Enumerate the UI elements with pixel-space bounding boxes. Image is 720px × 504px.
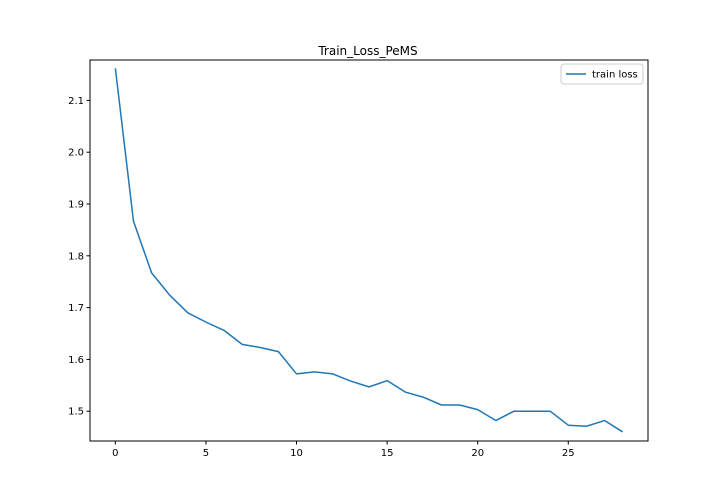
legend-label: train loss (592, 70, 638, 81)
x-tick-label: 25 (562, 448, 575, 459)
y-tick-label: 1.9 (68, 200, 84, 211)
y-tick-label: 2.1 (68, 96, 84, 107)
series-line (114, 68, 624, 433)
y-tick-label: 1.5 (68, 407, 84, 418)
chart-title: Train_Loss_PeMS (317, 44, 417, 58)
x-tick-label: 10 (290, 448, 303, 459)
x-tick-label: 15 (381, 448, 394, 459)
axis-ticks: 0 5 10 15 20 25 1.5 1.6 1.7 1.8 1.9 2.0 2.1 (68, 96, 575, 459)
plot-area (114, 68, 624, 433)
y-tick-label: 1.7 (68, 303, 84, 314)
legend-box (560, 63, 644, 85)
x-tick-label: 0 (112, 448, 118, 459)
y-tick-label: 2.0 (68, 148, 84, 159)
y-tick-label: 1.8 (68, 251, 84, 262)
y-tick-label: 1.6 (68, 355, 84, 366)
axes-frame (89, 59, 649, 442)
x-tick-label: 20 (471, 448, 484, 459)
legend: train loss (560, 63, 644, 85)
x-tick-label: 5 (203, 448, 209, 459)
